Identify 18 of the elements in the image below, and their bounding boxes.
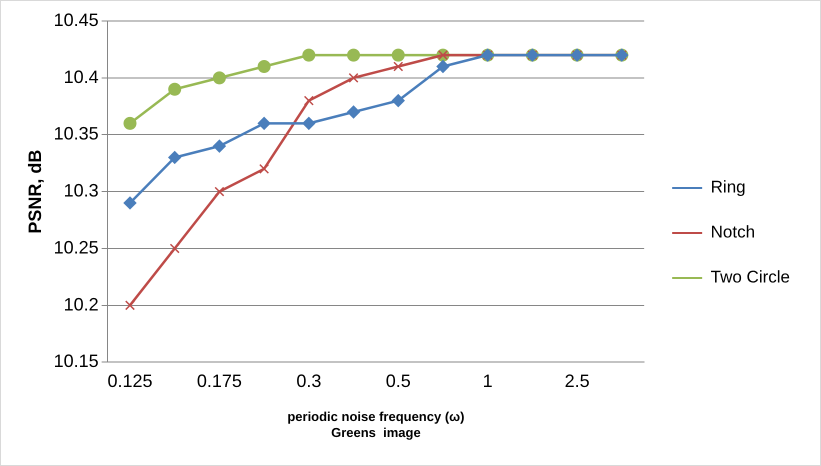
legend-label: Notch [710,222,756,242]
x-tick-label: 0.125 [107,370,153,391]
x-tick-label: 0.5 [386,370,411,391]
x-tick-label: 1 [482,370,493,391]
x-tick-label: 0.3 [296,370,322,391]
y-tick-label: 10.15 [54,351,99,372]
y-tick-label: 10.35 [54,124,99,144]
legend-label: Ring [710,178,746,197]
legend-label: Two Circle [710,268,790,287]
y-tick-label: 10.2 [64,294,99,314]
x-tick-label: 2.5 [564,370,590,391]
y-axis-title: PSNR, dB [24,150,45,234]
y-tick-label: 10.4 [64,66,99,87]
y-tick-label: 10.45 [54,10,99,30]
x-tick-label: 0.175 [196,370,242,391]
y-tick-label: 10.25 [54,237,99,258]
y-tick-label: 10.3 [64,180,99,201]
x-axis-title: periodic noise frequency (ω) Greens image [287,409,464,440]
